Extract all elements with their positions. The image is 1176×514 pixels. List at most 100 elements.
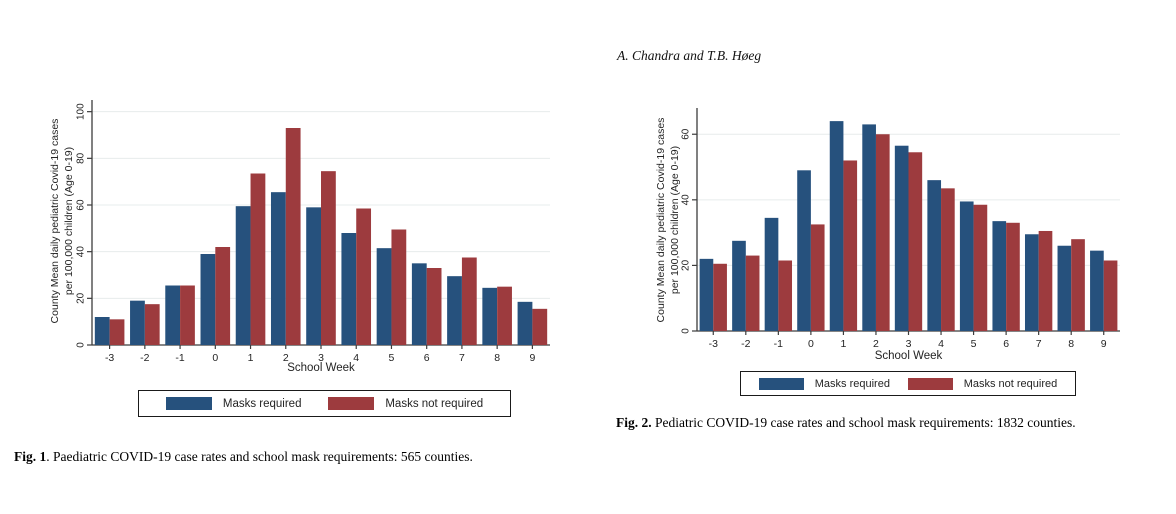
y-tick-label: 60 [681,128,692,140]
x-tick-label: 6 [1003,338,1009,350]
bar-masks-required-week--1 [764,217,779,331]
bar-masks-required-week--2 [732,240,746,331]
fig2-caption: Fig. 2. Pediatric COVID-19 case rates an… [616,415,1076,431]
bar-masks-required-week-3 [894,145,909,331]
x-tick-label: 4 [938,338,944,350]
bar-masks-required-week-8 [1057,245,1072,331]
bar-masks-required-week-2 [862,124,876,331]
bar-masks-required-week-6 [992,221,1007,331]
x-tick-label: 9 [1101,338,1107,350]
bar-masks-required-week-0 [797,170,811,331]
x-tick-label: 8 [494,352,500,364]
bar-masks-required-week-7 [1024,234,1039,331]
legend-label-masks-not-required: Masks not required [385,397,484,410]
x-tick-label: 1 [841,338,847,350]
y-tick-label: 40 [76,246,87,258]
x-tick-label: 7 [1036,338,1042,350]
bar-masks-required-week--3 [94,317,110,345]
bar-masks-not-required-week-6 [1006,222,1020,331]
bar-masks-required-week-4 [927,180,942,331]
fig1-caption-text: . Paediatric COVID-19 case rates and sch… [46,449,473,464]
x-tick-label: -2 [140,352,149,364]
x-tick-label: 0 [212,352,218,364]
x-tick-label: 0 [808,338,814,350]
bar-masks-required-week-2 [270,192,286,345]
running-head-authors: A. Chandra and T.B. Høeg [617,48,762,63]
bar-masks-not-required-week--2 [144,304,160,345]
bar-masks-not-required-week-5 [391,229,407,345]
bar-masks-required-week-3 [306,207,321,345]
fig1-chart: 0 20 40 60 80 100 -3 -2 -1 0 1 2 3 4 5 6 7 8 9 [62,100,564,377]
bar-masks-required-week--3 [699,258,714,331]
bar-masks-required-week-9 [517,301,533,345]
x-tick-label: 2 [283,352,289,364]
y-tick-label: 0 [76,342,87,348]
bar-masks-required-week-5 [376,248,392,345]
legend-label-masks-not-required: Masks not required [963,377,1058,390]
bar-masks-not-required-week-4 [941,188,955,331]
bar-masks-not-required-week-0 [810,224,825,331]
legend-swatch-masks-not-required [328,397,375,410]
x-tick-label: -3 [709,338,718,350]
bar-masks-not-required-week-4 [356,208,372,345]
bar-masks-not-required-week-5 [973,204,988,331]
bar-masks-required-week--1 [165,285,181,345]
bar-masks-not-required-week-8 [497,286,512,345]
bar-masks-not-required-week-0 [215,247,231,345]
x-tick-label: 3 [906,338,912,350]
legend-item-masks-required: Masks required [165,397,301,410]
fig2-legend: Masks required Masks not required [740,371,1076,396]
bar-masks-not-required-week-2 [285,128,301,345]
bar-masks-not-required-week--3 [109,319,125,345]
y-tick-label: 20 [681,259,692,271]
fig2-caption-label: Fig. 2. [616,415,652,430]
bar-masks-not-required-week--1 [180,285,195,345]
bar-masks-required-week-1 [235,206,251,345]
x-tick-label: 7 [459,352,465,364]
y-tick-label: 0 [681,328,692,334]
fig1-legend: Masks required Masks not required [138,390,511,417]
bar-masks-not-required-week-1 [250,173,266,345]
bar-masks-required-week-1 [829,121,844,331]
fig2-x-axis-title: School Week [874,350,943,362]
bar-masks-not-required-week--1 [778,260,793,331]
bar-masks-not-required-week-2 [875,134,890,331]
legend-item-masks-required: Masks required [758,377,890,390]
bar-masks-required-week-5 [959,201,974,331]
x-tick-label: -2 [741,338,750,350]
bar-masks-required-week-7 [447,276,462,345]
bar-masks-not-required-week-7 [1038,230,1053,331]
bar-masks-required-week-9 [1090,250,1104,331]
bar-masks-not-required-week-7 [461,257,477,345]
legend-swatch-masks-required [758,377,804,390]
fig1-x-axis-title: School Week [287,362,355,374]
bar-masks-not-required-week--3 [713,263,727,331]
x-tick-label: 4 [353,352,359,364]
bar-masks-required-week-8 [482,287,498,345]
legend-label-masks-required: Masks required [814,377,890,390]
x-tick-label: -3 [105,352,114,364]
bar-masks-required-week--2 [130,300,145,345]
y-tick-label: 80 [76,152,87,164]
bar-masks-not-required-week-3 [321,171,336,345]
x-tick-label: 9 [529,352,535,364]
bar-masks-required-week-6 [411,263,427,345]
bar-masks-not-required-week-6 [426,268,442,345]
x-tick-label: 8 [1068,338,1074,350]
x-tick-label: 1 [248,352,254,364]
fig1-y-axis-title-line1: County Mean daily pediatric Covid-19 cas… [49,118,61,324]
bar-masks-required-week-4 [341,233,357,345]
bar-masks-not-required-week-9 [1103,260,1118,331]
x-tick-label: -1 [774,338,783,350]
x-tick-label: -1 [175,352,184,364]
legend-swatch-masks-required [165,397,212,410]
x-tick-label: 5 [971,338,977,350]
bar-masks-required-week-0 [200,254,216,345]
legend-swatch-masks-not-required [907,377,953,390]
chart-plot-area: 0 20 40 60 80 100 -3 -2 -1 0 1 2 3 4 5 6 7 8 9 [76,100,550,364]
y-tick-label: 100 [76,103,87,120]
fig1-caption: Fig. 1. Paediatric COVID-19 case rates a… [14,449,473,465]
y-tick-label: 20 [76,292,87,304]
bar-masks-not-required-week-9 [532,308,548,345]
bar-masks-not-required-week--2 [745,255,760,331]
